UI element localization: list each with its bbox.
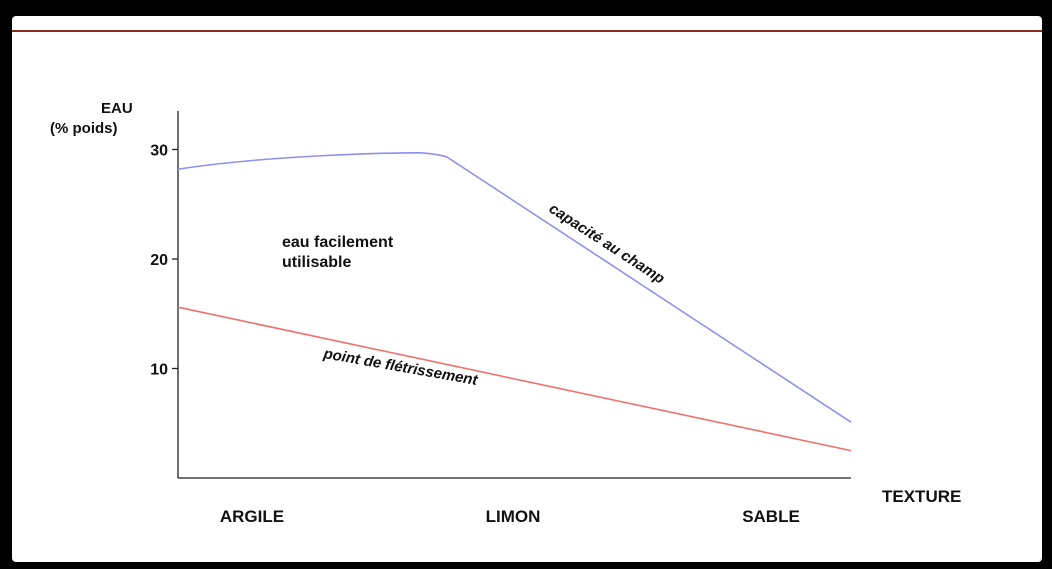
wilting-point-line <box>177 306 852 452</box>
category-label-argile: ARGILE <box>220 507 284 526</box>
y-tick-label: 10 <box>150 362 168 379</box>
y-tick-label: 20 <box>150 252 168 269</box>
x-axis-label: TEXTURE <box>882 487 961 506</box>
y-axis-label-line2: (% poids) <box>50 120 118 137</box>
y-tick-label: 30 <box>150 143 168 160</box>
title-divider <box>12 30 1042 32</box>
series-label-field-capacity: capacité au champ <box>546 200 668 287</box>
region-label-line1: eau facilement <box>282 234 394 251</box>
category-label-sable: SABLE <box>742 507 800 526</box>
slide-frame <box>12 16 1042 562</box>
field-capacity-line <box>177 151 852 423</box>
y-axis-label-line1: EAU <box>101 100 133 117</box>
region-label-line2: utilisable <box>282 254 351 271</box>
category-label-limon: LIMON <box>486 507 541 526</box>
